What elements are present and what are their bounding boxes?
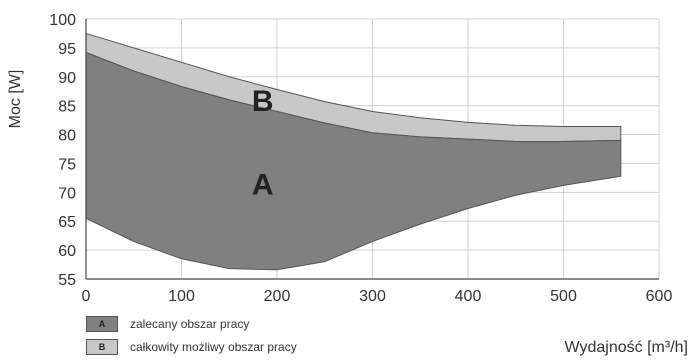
- y-tick-label: 90: [58, 70, 76, 87]
- y-tick-label: 55: [58, 272, 76, 289]
- x-tick-label: 100: [168, 288, 195, 305]
- y-tick-label: 95: [58, 41, 76, 58]
- x-tick-label: 400: [455, 288, 482, 305]
- legend-label-b: całkowity możliwy obszar pracy: [130, 340, 297, 354]
- region-label-a: A: [252, 169, 274, 202]
- y-tick-label: 100: [49, 12, 76, 29]
- x-tick-label: 600: [646, 288, 673, 305]
- x-tick-label: 300: [359, 288, 386, 305]
- y-tick-label: 60: [58, 243, 76, 260]
- x-tick-label: 200: [264, 288, 291, 305]
- y-tick-label: 75: [58, 156, 76, 173]
- x-tick-label: 500: [550, 288, 577, 305]
- region-label-b: B: [252, 85, 274, 118]
- area-a: [85, 51, 622, 271]
- legend-label-a: zalecany obszar pracy: [130, 317, 250, 331]
- y-tick-label: 85: [58, 99, 76, 116]
- legend: A zalecany obszar pracy B całkowity możl…: [86, 314, 297, 360]
- y-axis-label: Moc [W]: [7, 70, 24, 129]
- legend-swatch-b: B: [86, 339, 118, 355]
- legend-item-b: B całkowity możliwy obszar pracy: [86, 337, 297, 357]
- legend-swatch-a: A: [86, 316, 118, 332]
- y-tick-label: 65: [58, 214, 76, 231]
- legend-item-a: A zalecany obszar pracy: [86, 314, 297, 334]
- x-axis-label: Wydajność [m³/h]: [565, 339, 688, 356]
- x-tick-label: 0: [82, 288, 91, 305]
- y-tick-label: 70: [58, 185, 76, 202]
- y-tick-label: 80: [58, 128, 76, 145]
